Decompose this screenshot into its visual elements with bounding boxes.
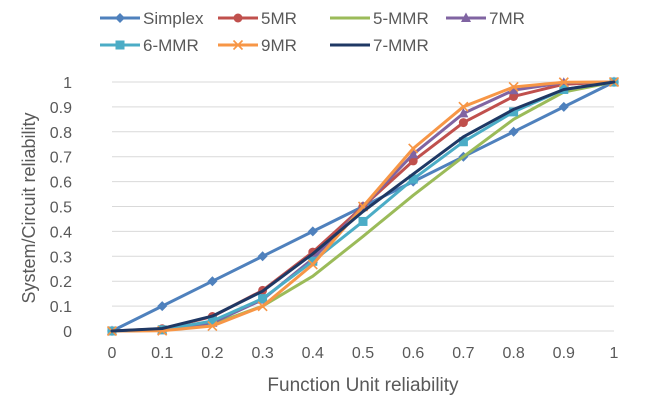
- x-tick-label: 0.6: [402, 345, 424, 362]
- y-axis-ticks: 0 0.1 0.2 0.3 0.4 0.5 0.6 0.7 0.8 0.9 1: [50, 75, 72, 341]
- legend-label: Simplex: [143, 9, 204, 28]
- x-tick-label: 0.3: [251, 345, 273, 362]
- data-point-5mr: [458, 118, 468, 128]
- data-point-9mr: [508, 81, 519, 93]
- data-point-7mr: [458, 107, 469, 118]
- x-tick-label: 0.5: [352, 345, 374, 362]
- legend: Simplex 5MR 5-MMR 7MR 6-MMR 9MR 7-MMR: [100, 9, 525, 55]
- data-point-7mr: [508, 84, 519, 95]
- legend-item-9mr: 9MR: [218, 36, 297, 55]
- y-axis-title: System/Circuit reliability: [19, 112, 39, 303]
- data-point-simplex: [508, 126, 519, 137]
- legend-marker: [233, 13, 243, 23]
- legend-item-simplex: Simplex: [100, 9, 204, 28]
- data-point-9mr: [558, 77, 569, 88]
- legend-item-6-mmr: 6-MMR: [100, 36, 199, 55]
- x-tick-label: 0.1: [151, 345, 173, 362]
- legend-label: 6-MMR: [143, 36, 199, 55]
- data-point-6-mmr: [258, 294, 268, 304]
- x-tick-label: 0.2: [201, 345, 223, 362]
- data-point-9mr: [408, 143, 419, 154]
- data-point-6-mmr: [509, 107, 519, 117]
- y-tick-label: 0.6: [50, 175, 72, 192]
- legend-label: 7-MMR: [373, 36, 429, 55]
- y-tick-label: 0.7: [50, 150, 72, 167]
- y-tick-label: 1: [63, 75, 72, 92]
- data-point-simplex: [257, 251, 268, 262]
- x-tick-label: 0.9: [553, 345, 575, 362]
- data-point-6-mmr: [308, 256, 318, 266]
- legend-item-5-mmr: 5-MMR: [330, 9, 429, 28]
- data-point-6-mmr: [358, 216, 368, 226]
- series-7-mmr: [110, 80, 616, 333]
- legend-item-7-mmr: 7-MMR: [330, 36, 429, 55]
- x-axis-title: Function Unit reliability: [267, 375, 459, 396]
- legend-marker: [115, 40, 125, 50]
- series-line-7-mmr: [110, 80, 616, 333]
- x-tick-label: 0.8: [502, 345, 524, 362]
- legend-item-7mr: 7MR: [446, 9, 525, 28]
- data-point-9mr: [257, 301, 268, 312]
- legend-item-5mr: 5MR: [218, 9, 297, 28]
- data-point-6-mmr: [207, 316, 217, 326]
- data-point-6-mmr: [458, 137, 468, 147]
- data-point-simplex: [207, 276, 218, 287]
- y-tick-label: 0.8: [50, 125, 72, 142]
- x-tick-label: 0.7: [452, 345, 474, 362]
- y-tick-label: 0.4: [50, 224, 72, 241]
- legend-label: 5-MMR: [373, 9, 429, 28]
- data-point-6-mmr: [408, 174, 418, 184]
- data-point-simplex: [157, 301, 168, 312]
- data-point-9mr: [207, 320, 218, 332]
- x-tick-label: 0: [108, 345, 117, 362]
- legend-label: 7MR: [489, 9, 525, 28]
- x-axis-ticks: 0 0.1 0.2 0.3 0.4 0.5 0.6 0.7 0.8 0.9 1: [108, 345, 619, 362]
- x-tick-label: 1: [610, 345, 619, 362]
- y-tick-label: 0.3: [50, 249, 72, 266]
- legend-marker: [115, 13, 125, 23]
- data-point-simplex: [558, 101, 569, 112]
- y-tick-label: 0.2: [50, 274, 72, 291]
- legend-marker: [461, 12, 471, 22]
- series-9mr: [106, 76, 620, 337]
- legend-label: 9MR: [261, 36, 297, 55]
- x-tick-label: 0.4: [302, 345, 324, 362]
- y-tick-label: 0: [63, 324, 72, 341]
- y-tick-label: 0.5: [50, 200, 72, 217]
- y-tick-label: 0.9: [50, 100, 72, 117]
- data-point-9mr: [458, 101, 469, 112]
- data-point-9mr: [307, 259, 318, 270]
- y-tick-label: 0.1: [50, 299, 72, 316]
- legend-label: 5MR: [261, 9, 297, 28]
- series-group: [106, 76, 620, 337]
- data-point-7mr: [408, 148, 419, 159]
- data-point-simplex: [307, 226, 318, 237]
- legend-marker: [232, 39, 244, 51]
